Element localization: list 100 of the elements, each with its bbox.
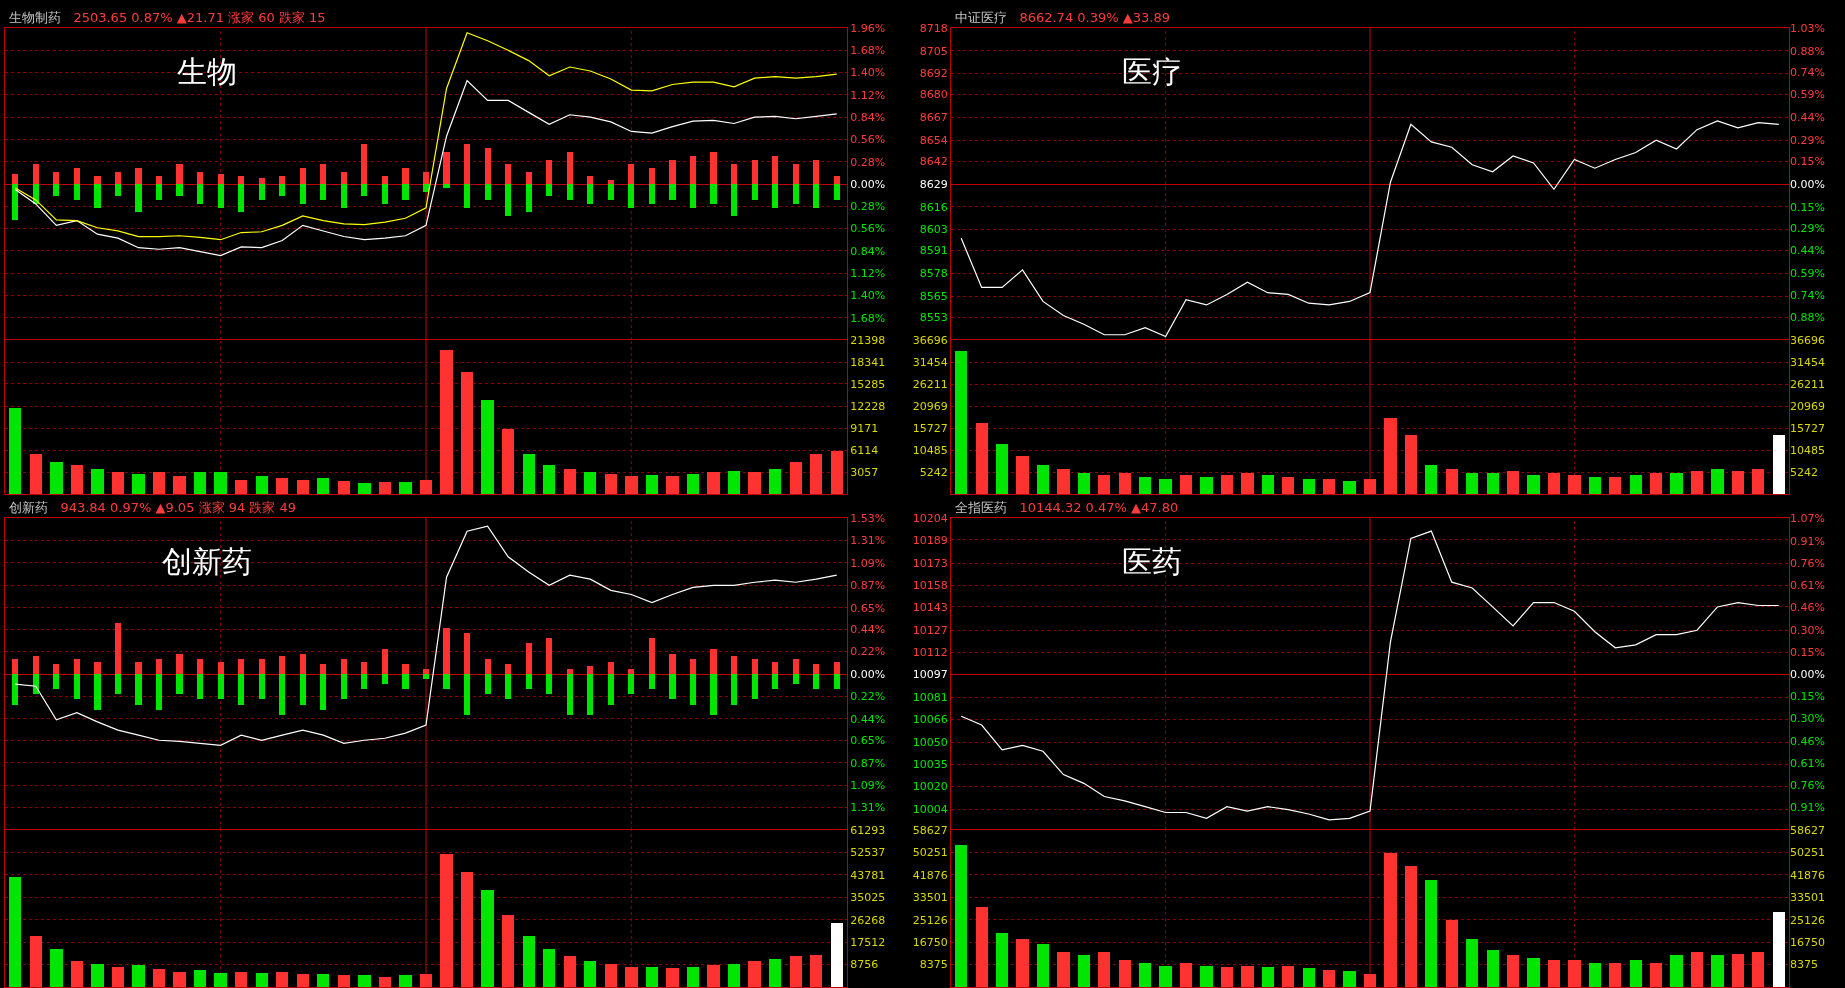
y-tick-label: 21398 [850,333,886,347]
y-tick-label: 8629 [919,177,948,191]
y-tick-label: 3057 [850,465,879,479]
y-tick-label: 0.00% [850,177,886,191]
y-tick-label: 0.28% [850,200,886,214]
y2-tick-label: 0.29% [1790,133,1825,147]
y2-tick-label: 0.30% [1790,711,1825,725]
y-tick-label: 26211 [912,377,948,391]
y-tick-label: 10050 [912,736,948,750]
y-tick-label: 10066 [912,713,948,727]
y2-tick-label: 8375 [1790,958,1818,972]
y2-tick-label: 41876 [1790,868,1825,882]
y2-tick-label: 0.76% [1790,557,1825,571]
y2-tick-label: 10485 [1790,443,1825,457]
y-tick-label: 10189 [912,533,948,547]
y2-tick-label: 0.46% [1790,600,1825,614]
y2-tick-label: 0.29% [1790,221,1825,235]
y-tick-label: 10081 [912,691,948,705]
y2-tick-label: 0.91% [1790,800,1825,814]
y-tick-label: 6114 [850,443,879,457]
y-tick-label: 8375 [919,958,948,972]
annotation: 创新药 [162,544,252,579]
y2-tick-label: 0.76% [1790,778,1825,792]
y-tick-label: 0.28% [850,155,886,169]
y-tick-label: 10143 [912,600,948,614]
y-tick-label: 10035 [912,758,948,772]
y-tick-label: 8654 [919,134,948,148]
y-tick-label: 0.84% [850,244,886,258]
y2-tick-label: 26211 [1790,377,1825,391]
y-tick-label: 9171 [850,421,879,435]
y2-tick-label: 0.59% [1790,267,1825,281]
y2-tick-label: 0.15% [1790,689,1825,703]
y2-tick-label: 0.15% [1790,200,1825,214]
y-tick-label: 33501 [912,891,948,905]
y-tick-label: 10158 [912,578,948,592]
y-tick-label: 43781 [850,868,886,882]
y-tick-label: 8756 [850,958,879,972]
chart-subtitle: 8662.74 0.39% ▲33.89 [1019,10,1170,25]
y2-tick-label: 1.03% [1790,21,1825,35]
y2-tick-label: 0.88% [1790,44,1825,58]
y-tick-label: 20969 [912,399,948,413]
y-tick-label: 8718 [919,21,948,35]
y-tick-label: 10485 [912,443,948,457]
y-tick-label: 1.09% [850,778,886,792]
y-tick-label: 8692 [919,67,948,81]
y-tick-label: 8642 [919,155,948,169]
y-tick-label: 1.12% [850,88,886,102]
y-tick-label: 8578 [919,267,948,281]
y2-tick-label: 0.00% [1790,667,1825,681]
y-tick-label: 8565 [919,290,948,304]
y-tick-label: 25126 [912,913,948,927]
y2-tick-label: 0.46% [1790,734,1825,748]
y-tick-label: 8591 [919,244,948,258]
y-tick-label: 41876 [912,868,948,882]
y-tick-label: 0.84% [850,110,886,124]
y-tick-label: 8616 [919,200,948,214]
annotation: 生物 [177,54,237,89]
y2-tick-label: 0.91% [1790,535,1825,549]
y2-tick-label: 15727 [1790,421,1825,435]
y-tick-label: 1.12% [850,266,886,280]
y-tick-label: 0.56% [850,222,886,236]
y-tick-label: 8553 [919,311,948,325]
chart-subtitle: 10144.32 0.47% ▲47.80 [1019,500,1179,515]
y2-tick-label: 20969 [1790,399,1825,413]
y2-tick-label: 0.44% [1790,111,1825,125]
chart-title: 生物制药 [9,10,61,25]
y2-tick-label: 16750 [1790,935,1825,949]
y-tick-label: 15285 [850,377,886,391]
chart-subtitle: 943.84 0.97% ▲9.05 涨家 94 跌家 49 [60,500,297,515]
y-tick-label: 17512 [850,935,886,949]
chart-subtitle: 2503.65 0.87% ▲21.71 涨家 60 跌家 15 [73,10,326,25]
y-tick-label: 0.22% [850,690,886,704]
chart-title: 全指医药 [955,500,1007,515]
y2-tick-label: 0.00% [1790,177,1825,191]
y-tick-label: 1.53% [850,511,886,525]
y-tick-label: 15727 [912,421,948,435]
y-tick-label: 0.87% [850,579,886,593]
y-tick-label: 0.87% [850,756,886,770]
y-tick-label: 10020 [912,780,948,794]
y-tick-label: 8603 [919,223,948,237]
y-tick-label: 1.09% [850,556,886,570]
y-tick-label: 31454 [912,355,948,369]
y2-tick-label: 0.74% [1790,289,1825,303]
annotation: 医药 [1122,544,1182,579]
y-tick-label: 0.44% [850,622,886,636]
chart-title: 创新药 [9,500,48,515]
y-tick-label: 5242 [919,465,948,479]
y-tick-label: 1.40% [850,66,886,80]
y-tick-label: 0.56% [850,133,886,147]
y-tick-label: 10204 [912,511,948,525]
y-tick-label: 50251 [912,846,948,860]
y2-tick-label: 0.61% [1790,578,1825,592]
y-tick-label: 8680 [919,88,948,102]
y2-tick-label: 25126 [1790,913,1825,927]
annotation: 医疗 [1122,54,1182,89]
y-tick-label: 35025 [850,891,886,905]
y-tick-label: 10097 [912,667,948,681]
y2-tick-label: 0.61% [1790,756,1825,770]
y-tick-label: 8705 [919,44,948,58]
y-tick-label: 18341 [850,355,886,369]
